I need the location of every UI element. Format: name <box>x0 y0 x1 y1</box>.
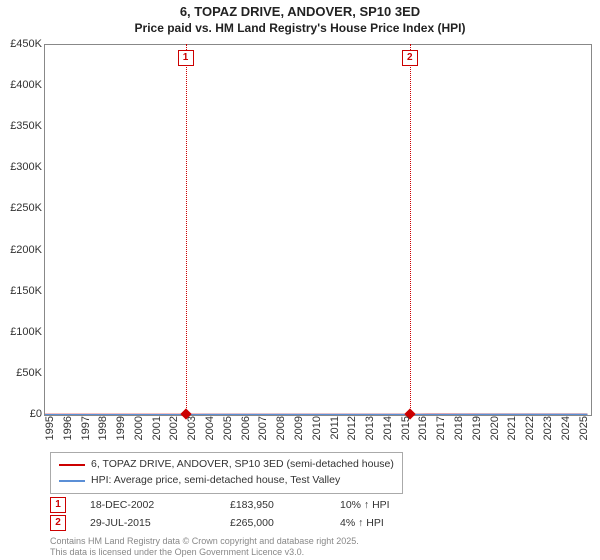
x-axis-tick: 2016 <box>417 416 429 440</box>
x-axis-tick: 2014 <box>382 416 394 440</box>
event-marker-label: 2 <box>402 50 418 66</box>
y-axis-tick: £100K <box>10 326 42 338</box>
legend-label: HPI: Average price, semi-detached house,… <box>91 473 340 489</box>
x-axis-tick: 1995 <box>44 416 56 440</box>
x-axis-tick: 1996 <box>62 416 74 440</box>
sales-table: 1 18-DEC-2002£183,95010% ↑ HPI 2 29-JUL-201… <box>50 496 460 532</box>
y-axis-tick: £150K <box>10 285 42 297</box>
x-axis-tick: 2025 <box>578 416 590 440</box>
table-row: 1 18-DEC-2002£183,95010% ↑ HPI <box>50 496 460 514</box>
footnote-line: Contains HM Land Registry data © Crown c… <box>50 536 359 547</box>
chart-title: 6, TOPAZ DRIVE, ANDOVER, SP10 3ED <box>0 0 600 21</box>
x-axis-tick: 2018 <box>453 416 465 440</box>
x-axis-tick: 1997 <box>80 416 92 440</box>
x-axis-tick: 2021 <box>506 416 518 440</box>
x-axis-tick: 2006 <box>240 416 252 440</box>
y-axis-tick: £0 <box>30 408 42 420</box>
event-marker-line <box>186 44 187 414</box>
x-axis-tick: 2007 <box>257 416 269 440</box>
x-axis-tick: 2015 <box>400 416 412 440</box>
x-axis-tick: 2019 <box>471 416 483 440</box>
footnote-line: This data is licensed under the Open Gov… <box>50 547 359 558</box>
y-axis-tick: £250K <box>10 202 42 214</box>
x-axis-tick: 2002 <box>168 416 180 440</box>
x-axis-tick: 2013 <box>364 416 376 440</box>
y-axis-tick: £350K <box>10 120 42 132</box>
x-axis-tick: 1999 <box>115 416 127 440</box>
event-marker-line <box>410 44 411 414</box>
event-marker-label: 1 <box>178 50 194 66</box>
line-series-svg <box>45 45 591 415</box>
y-axis-tick: £300K <box>10 161 42 173</box>
event-marker-label: 1 <box>50 497 66 513</box>
y-axis-tick: £50K <box>16 367 42 379</box>
sale-price: £183,950 <box>230 499 340 511</box>
sale-date: 29-JUL-2015 <box>90 517 230 529</box>
legend: 6, TOPAZ DRIVE, ANDOVER, SP10 3ED (semi-… <box>50 452 403 494</box>
sale-price: £265,000 <box>230 517 340 529</box>
x-axis-tick: 2009 <box>293 416 305 440</box>
x-axis-tick: 2001 <box>151 416 163 440</box>
x-axis-tick: 1998 <box>97 416 109 440</box>
x-axis-tick: 2017 <box>435 416 447 440</box>
legend-item: 6, TOPAZ DRIVE, ANDOVER, SP10 3ED (semi-… <box>59 457 394 473</box>
y-axis-tick: £200K <box>10 244 42 256</box>
chart-subtitle: Price paid vs. HM Land Registry's House … <box>0 21 600 35</box>
sale-delta: 4% ↑ HPI <box>340 517 460 529</box>
legend-swatch <box>59 464 85 466</box>
legend-label: 6, TOPAZ DRIVE, ANDOVER, SP10 3ED (semi-… <box>91 457 394 473</box>
x-axis-tick: 2012 <box>346 416 358 440</box>
y-axis-tick: £450K <box>10 38 42 50</box>
legend-item: HPI: Average price, semi-detached house,… <box>59 473 394 489</box>
event-marker-label: 2 <box>50 515 66 531</box>
table-row: 2 29-JUL-2015£265,0004% ↑ HPI <box>50 514 460 532</box>
sale-date: 18-DEC-2002 <box>90 499 230 511</box>
chart-container: 6, TOPAZ DRIVE, ANDOVER, SP10 3ED Price … <box>0 0 600 560</box>
sale-delta: 10% ↑ HPI <box>340 499 460 511</box>
x-axis-tick: 2008 <box>275 416 287 440</box>
footnote: Contains HM Land Registry data © Crown c… <box>50 536 359 558</box>
x-axis-tick: 2011 <box>329 416 341 440</box>
x-axis-tick: 2000 <box>133 416 145 440</box>
plot-area <box>44 44 592 416</box>
x-axis-tick: 2004 <box>204 416 216 440</box>
x-axis-tick: 2010 <box>311 416 323 440</box>
x-axis-tick: 2022 <box>524 416 536 440</box>
x-axis-tick: 2024 <box>560 416 572 440</box>
legend-swatch <box>59 480 85 482</box>
x-axis-tick: 2023 <box>542 416 554 440</box>
x-axis-tick: 2020 <box>489 416 501 440</box>
x-axis-tick: 2003 <box>186 416 198 440</box>
x-axis-tick: 2005 <box>222 416 234 440</box>
y-axis-tick: £400K <box>10 79 42 91</box>
